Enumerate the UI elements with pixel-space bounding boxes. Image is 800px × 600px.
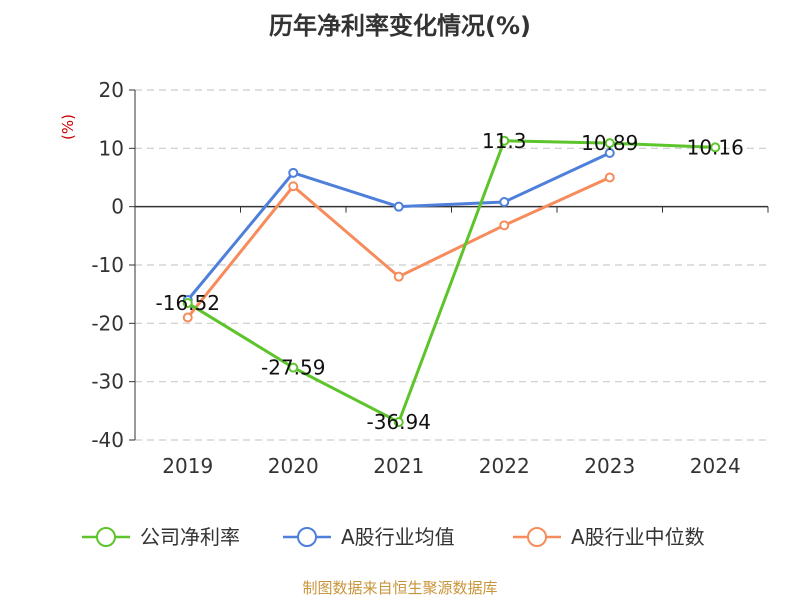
y-tick-label: -40 (91, 428, 124, 452)
series-lines (182, 135, 721, 428)
data-point[interactable] (710, 142, 721, 153)
data-label: -36.94 (367, 410, 431, 434)
x-tick-label: 2021 (373, 454, 424, 478)
data-label: 10.89 (581, 131, 638, 155)
data-point[interactable] (182, 312, 193, 323)
data-labels: -16.52 -27.59 -36.94 11.3 10.89 10.16 (156, 129, 744, 434)
data-point[interactable] (499, 220, 510, 231)
y-tick-label: -20 (91, 311, 124, 335)
y-tick-label: -30 (91, 370, 124, 394)
y-axis-unit: (%) (59, 114, 77, 140)
grid-lines (135, 89, 768, 441)
legend-label: A股行业中位数 (571, 525, 705, 549)
data-point[interactable] (288, 167, 299, 178)
data-label: -16.52 (156, 291, 220, 315)
data-label: 10.16 (687, 135, 744, 159)
axes (129, 89, 769, 441)
data-point[interactable] (393, 271, 404, 282)
y-tick-label: 0 (111, 195, 124, 219)
x-tick-label: 2023 (584, 454, 635, 478)
data-point[interactable] (499, 197, 510, 207)
data-point[interactable] (393, 201, 404, 212)
data-point[interactable] (499, 135, 510, 146)
legend-marker-icon (96, 527, 116, 547)
data-point[interactable] (604, 138, 615, 149)
data-label: 11.3 (482, 129, 527, 153)
series-line (186, 139, 716, 424)
legend-marker-icon (297, 527, 317, 547)
series-line (186, 176, 611, 319)
x-tick-labels: 2019 2020 2021 2022 2023 2024 (162, 454, 740, 478)
legend[interactable]: 公司净利率 A股行业均值 A股行业中位数 (82, 525, 705, 549)
data-point[interactable] (393, 417, 404, 428)
legend-marker-icon (527, 527, 547, 547)
legend-item[interactable]: 公司净利率 (82, 525, 240, 549)
x-tick-label: 2020 (268, 454, 319, 478)
data-label: -27.59 (261, 356, 325, 380)
y-tick-label: -10 (91, 253, 124, 277)
chart-title: 历年净利率变化情况(%) (269, 12, 531, 40)
legend-label: A股行业均值 (341, 525, 455, 549)
data-point[interactable] (604, 148, 615, 158)
data-point[interactable] (288, 181, 299, 192)
legend-label: 公司净利率 (140, 525, 240, 549)
legend-item[interactable]: A股行业均值 (283, 525, 455, 549)
source-note: 制图数据来自恒生聚源数据库 (302, 579, 497, 597)
y-tick-labels: 20 10 0 -10 -20 -30 -40 (91, 78, 124, 452)
x-tick-label: 2022 (479, 454, 530, 478)
y-tick-label: 10 (99, 136, 124, 160)
y-tick-label: 20 (99, 78, 124, 102)
data-point[interactable] (182, 298, 193, 309)
x-tick-label: 2024 (690, 454, 741, 478)
data-point[interactable] (288, 362, 299, 373)
data-point[interactable] (604, 172, 615, 183)
legend-item[interactable]: A股行业中位数 (513, 525, 705, 549)
x-tick-label: 2019 (162, 454, 213, 478)
